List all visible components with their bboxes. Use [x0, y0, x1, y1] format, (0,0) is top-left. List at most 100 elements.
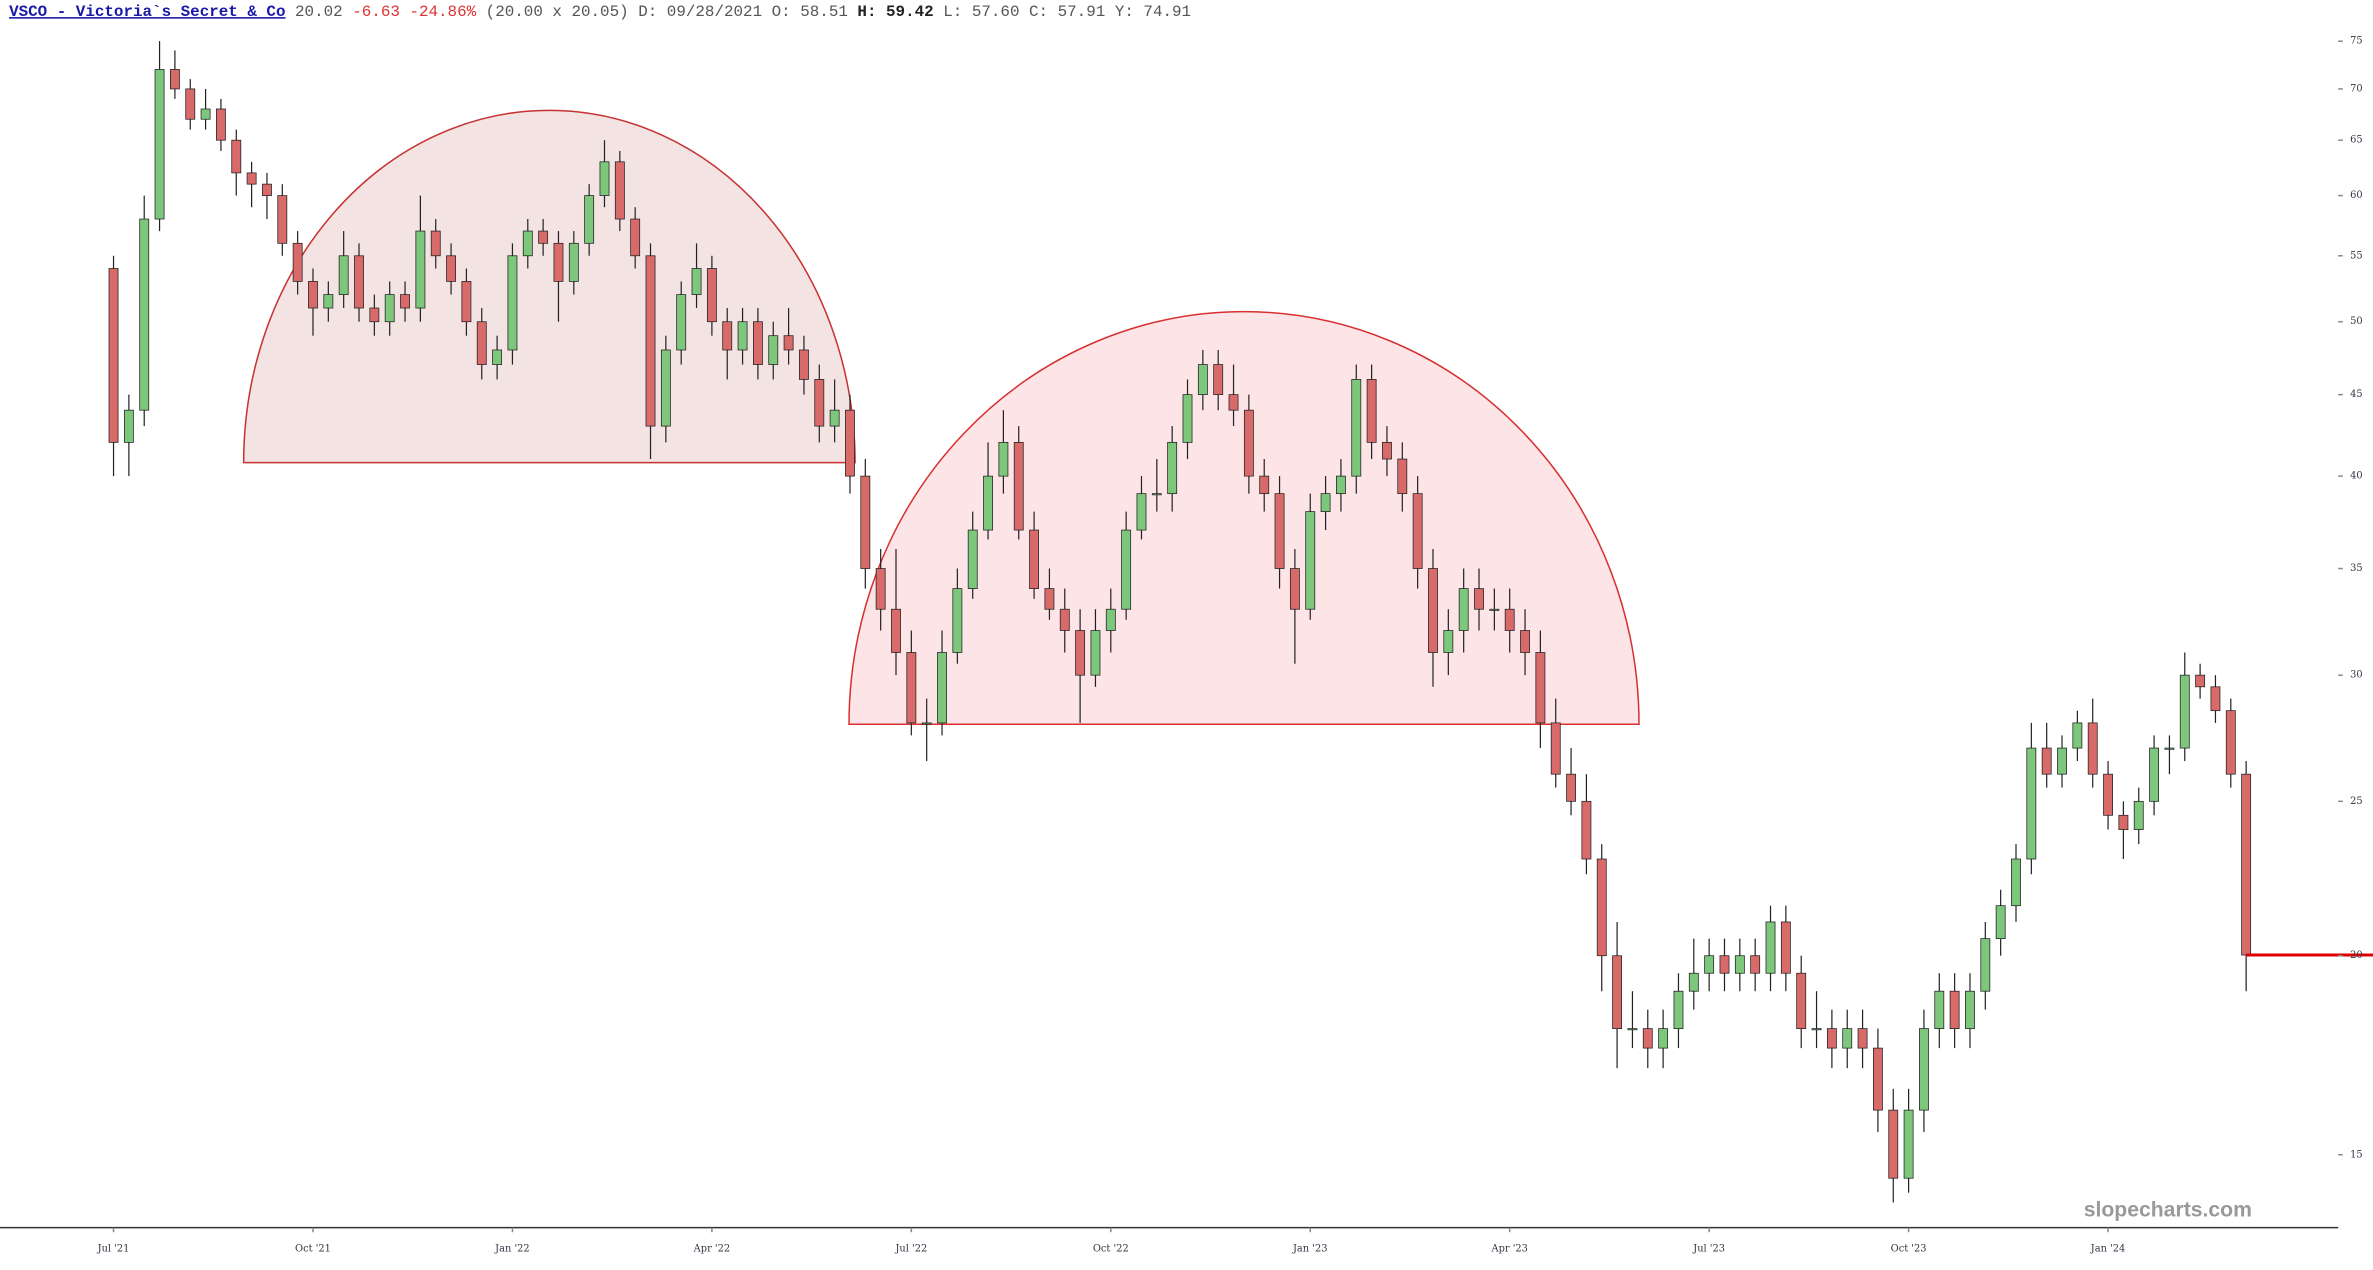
- candle-body: [906, 652, 917, 724]
- candle-body: [599, 161, 610, 196]
- candle-body: [2103, 773, 2113, 816]
- candle-body: [2057, 747, 2067, 775]
- candle-body: [1872, 1047, 1883, 1111]
- candle-body: [1320, 493, 1331, 512]
- rounding-top-2: [848, 310, 1640, 725]
- candle-body: [691, 268, 702, 295]
- candle-body: [998, 441, 1009, 477]
- x-tick-label: Jul '23: [1692, 1243, 1725, 1254]
- candle-body: [952, 588, 963, 653]
- candle-body: [446, 255, 456, 282]
- candle-body: [1888, 1109, 1899, 1179]
- candle-body: [1136, 493, 1147, 531]
- symbol[interactable]: VSCO - Victoria`s Secret & Co: [9, 3, 285, 21]
- candle-body: [568, 242, 579, 282]
- candle-body: [1949, 990, 1960, 1029]
- last: 20.02: [295, 3, 343, 21]
- candle-body: [400, 294, 410, 309]
- candle-body: [2225, 710, 2236, 775]
- change-pct: -24.86%: [409, 3, 476, 21]
- y-tick-label: 55: [2350, 250, 2363, 261]
- candle-body: [1658, 1028, 1669, 1049]
- y-tick-label: 45: [2350, 389, 2363, 400]
- candle-body: [814, 379, 825, 427]
- candle-body: [2118, 814, 2129, 830]
- candle-body: [216, 108, 226, 141]
- candle-body: [1336, 475, 1346, 495]
- candle-body: [1934, 990, 1945, 1029]
- candle-body: [1013, 441, 1024, 531]
- candle-body: [860, 475, 871, 569]
- x-tick-label: Jul '22: [894, 1243, 927, 1254]
- candle-body: [169, 69, 180, 90]
- candle-body: [660, 349, 671, 427]
- candle-body: [108, 268, 119, 443]
- candle-body: [1857, 1028, 1868, 1049]
- candle-body: [2195, 674, 2206, 688]
- candle-body: [1780, 921, 1791, 974]
- rounding-top-1: [242, 109, 856, 464]
- candle-body: [1842, 1028, 1853, 1049]
- candle-body: [415, 230, 426, 309]
- candle-body: [584, 195, 595, 244]
- candle-body: [139, 218, 150, 411]
- candle-body: [676, 294, 687, 351]
- candle-body: [737, 321, 748, 351]
- candle-body: [1719, 955, 1730, 974]
- candle-body: [2149, 747, 2160, 802]
- watermark: slopecharts.com: [2084, 1199, 2252, 1222]
- candle-body: [2041, 747, 2052, 775]
- x-tick-label: Jan '24: [2090, 1243, 2125, 1254]
- candle-body: [200, 108, 211, 120]
- candle-body: [354, 255, 364, 309]
- candle-body: [1688, 972, 1699, 992]
- candle-body: [921, 722, 932, 725]
- candle-body: [752, 321, 763, 365]
- candle-body: [384, 294, 395, 323]
- candle-body: [614, 161, 625, 220]
- candle-body: [1734, 955, 1745, 974]
- candle-body: [983, 475, 993, 531]
- y-tick-label: 20: [2350, 950, 2363, 961]
- candle-body: [1105, 608, 1116, 631]
- y-tick-label: 65: [2350, 135, 2363, 146]
- x-tick-label: Oct '23: [1891, 1243, 1927, 1254]
- candle-body: [1903, 1109, 1914, 1179]
- x-tick-label: Oct '22: [1093, 1243, 1129, 1254]
- x-tick-label: Oct '21: [295, 1243, 331, 1254]
- candle-body: [2210, 686, 2221, 712]
- candle-body: [231, 139, 242, 174]
- candle-body: [369, 307, 380, 323]
- candle-body: [845, 409, 855, 477]
- header: VSCO - Victoria`s Secret & Co 20.02 -6.6…: [9, 3, 1191, 21]
- candle-body: [1704, 955, 1715, 974]
- candle-body: [1029, 529, 1040, 589]
- candle-body: [937, 652, 947, 724]
- high: H: 59.42: [857, 3, 933, 21]
- candle-body: [2087, 722, 2098, 775]
- candle-body: [1044, 588, 1055, 610]
- candle-body: [1995, 905, 2006, 940]
- candle-body: [1750, 955, 1761, 974]
- year: Y: 74.91: [1115, 3, 1191, 21]
- candle-body: [1305, 511, 1316, 610]
- candle-body: [1520, 630, 1530, 653]
- candle-body: [1197, 364, 1208, 396]
- candle-body: [1642, 1028, 1653, 1049]
- candle-body: [338, 255, 349, 295]
- candle-body: [185, 88, 196, 120]
- candle-body: [799, 349, 809, 380]
- candle-body: [1811, 1028, 1822, 1031]
- candle-body: [1596, 858, 1607, 957]
- candle-body: [1627, 1028, 1638, 1031]
- candle-body: [246, 172, 257, 185]
- candle-body: [1167, 441, 1178, 495]
- x-tick-label: Jan '22: [494, 1243, 529, 1254]
- candle-body: [2072, 722, 2083, 749]
- bid-ask: (20.00 x 20.05): [486, 3, 629, 21]
- candle-body: [1366, 379, 1377, 443]
- candle-body: [154, 69, 165, 220]
- candle-body: [1980, 938, 1991, 992]
- candle-body: [1151, 493, 1162, 496]
